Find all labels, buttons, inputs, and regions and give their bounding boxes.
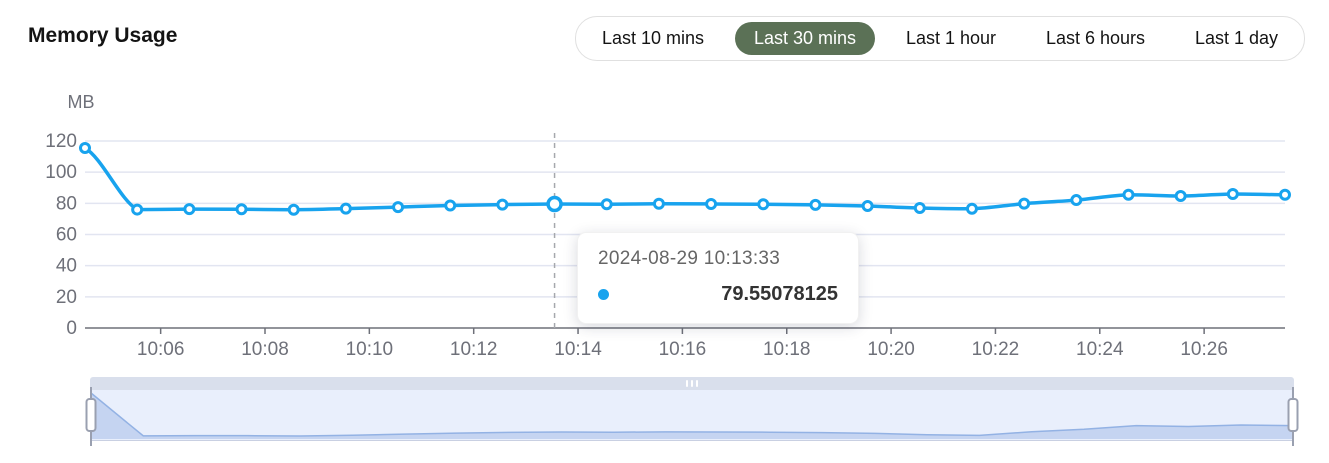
series-marker-icon (598, 289, 609, 300)
tooltip-series-row: 79.55078125 (598, 283, 838, 306)
svg-text:10:18: 10:18 (763, 339, 811, 360)
chart-tooltip: 2024-08-29 10:13:33 79.55078125 (577, 232, 859, 324)
svg-text:120: 120 (45, 131, 77, 152)
data-point-hovered[interactable] (546, 195, 563, 213)
svg-text:10:10: 10:10 (346, 339, 394, 360)
data-point[interactable] (235, 203, 248, 216)
data-point[interactable] (913, 202, 926, 215)
data-point[interactable] (287, 203, 300, 216)
svg-text:40: 40 (56, 256, 77, 277)
data-point[interactable] (392, 201, 405, 214)
time-range-option-last-10-mins[interactable]: Last 10 mins (583, 22, 723, 56)
data-point[interactable] (1279, 188, 1291, 201)
data-point[interactable] (1018, 197, 1031, 210)
datazoom-brush-area[interactable] (85, 387, 1299, 446)
y-axis-labels: 0 20 40 60 80 100 120 (45, 131, 77, 339)
svg-text:10:20: 10:20 (867, 339, 915, 360)
tooltip-timestamp: 2024-08-29 10:13:33 (598, 248, 781, 269)
series-line (83, 146, 1287, 212)
drag-handle-icon (686, 380, 688, 387)
time-range-option-last-30-mins[interactable]: Last 30 mins (734, 21, 876, 56)
datazoom-right-handle[interactable] (1287, 398, 1299, 432)
datazoom-slider[interactable] (85, 377, 1299, 446)
svg-text:20: 20 (56, 287, 77, 308)
data-point[interactable] (444, 199, 457, 212)
svg-text:10:24: 10:24 (1076, 339, 1124, 360)
time-range-option-last-1-day[interactable]: Last 1 day (1176, 22, 1297, 56)
svg-text:100: 100 (45, 162, 77, 183)
time-range-option-last-6-hours[interactable]: Last 6 hours (1027, 22, 1164, 56)
datazoom-minimap (91, 392, 1293, 439)
y-axis-name: MB (68, 92, 95, 112)
data-point[interactable] (1174, 190, 1187, 203)
data-point[interactable] (757, 198, 770, 211)
tooltip-value: 79.55078125 (721, 283, 838, 305)
svg-text:10:16: 10:16 (659, 339, 707, 360)
svg-text:10:06: 10:06 (137, 339, 185, 360)
series-markers (79, 142, 1291, 216)
time-range-selector: Last 10 mins Last 30 mins Last 1 hour La… (575, 16, 1305, 61)
data-point[interactable] (965, 202, 978, 215)
svg-text:10:12: 10:12 (450, 339, 498, 360)
data-point[interactable] (705, 197, 718, 210)
data-point[interactable] (1122, 188, 1135, 201)
datazoom-left-handle[interactable] (85, 398, 97, 432)
data-point[interactable] (600, 198, 613, 211)
data-point[interactable] (183, 203, 196, 216)
data-point[interactable] (1226, 187, 1239, 200)
data-point[interactable] (79, 142, 91, 155)
data-point[interactable] (496, 198, 509, 211)
svg-text:0: 0 (66, 318, 77, 339)
svg-text:80: 80 (56, 193, 77, 214)
data-point[interactable] (1070, 194, 1083, 207)
data-point[interactable] (809, 198, 822, 211)
data-point[interactable] (652, 197, 665, 210)
svg-text:10:08: 10:08 (241, 339, 289, 360)
drag-handle-icon (691, 380, 693, 387)
data-point[interactable] (339, 202, 352, 215)
svg-text:60: 60 (56, 225, 77, 246)
page-title: Memory Usage (28, 24, 178, 47)
svg-text:10:26: 10:26 (1180, 339, 1228, 360)
data-point[interactable] (861, 199, 874, 212)
x-axis: 10:06 10:08 10:10 10:12 10:14 10:16 10:18 10:20… (85, 327, 1285, 360)
drag-handle-icon (696, 380, 698, 387)
minimap-area (91, 393, 1293, 439)
minimap-line (91, 392, 1293, 437)
datazoom-move-handle[interactable] (90, 377, 1294, 390)
data-point[interactable] (131, 203, 144, 216)
svg-text:10:14: 10:14 (554, 339, 602, 360)
time-range-option-last-1-hour[interactable]: Last 1 hour (887, 22, 1015, 56)
svg-text:10:22: 10:22 (972, 339, 1020, 360)
